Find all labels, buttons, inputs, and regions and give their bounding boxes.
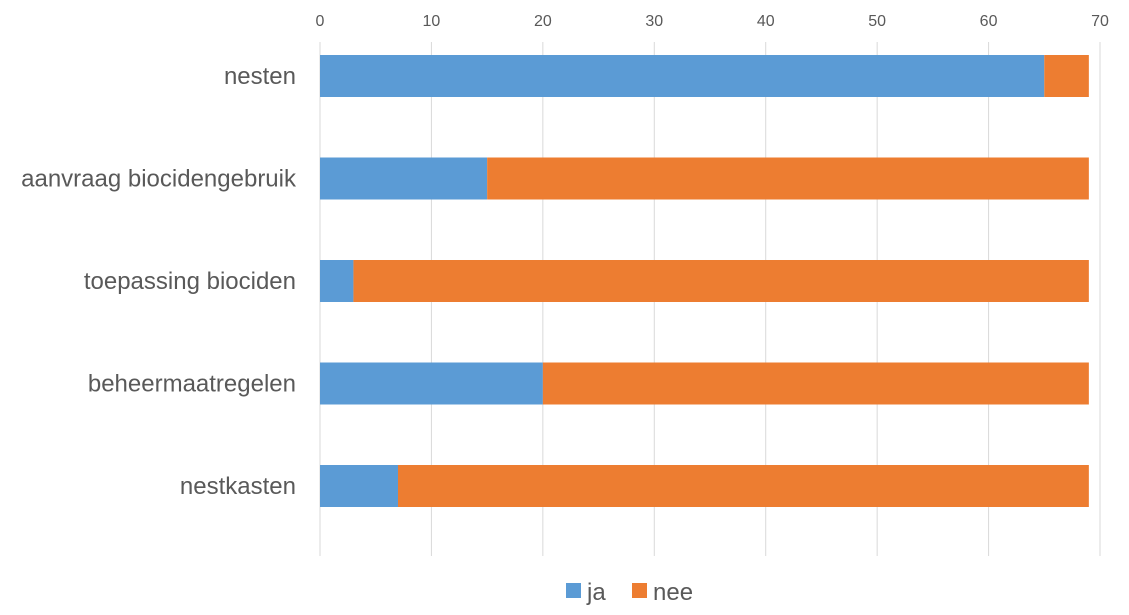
bar-nee-0 <box>1044 55 1089 97</box>
category-label: aanvraag biocidengebruik <box>21 166 297 193</box>
bar-nee-3 <box>542 362 1089 405</box>
category-label: beheermaatregelen <box>88 371 296 398</box>
x-tick-label: 20 <box>534 13 552 30</box>
bar-ja-3 <box>320 362 543 405</box>
category-label: toepassing biociden <box>84 268 296 295</box>
x-tick-label: 10 <box>423 13 441 30</box>
x-axis-ticks: 0 10 20 30 40 50 60 70 <box>316 13 1109 30</box>
bars <box>320 55 1089 507</box>
category-label: nesten <box>224 63 296 90</box>
x-tick-label: 50 <box>868 13 886 30</box>
x-tick-label: 0 <box>316 13 325 30</box>
bar-nee-2 <box>353 260 1089 302</box>
category-labels: nesten aanvraag biocidengebruik toepassing… <box>21 63 297 500</box>
legend-label: nee <box>653 579 693 606</box>
legend: ja nee <box>566 579 693 606</box>
bar-ja-0 <box>320 55 1045 97</box>
x-tick-label: 40 <box>757 13 775 30</box>
bar-ja-1 <box>320 157 488 200</box>
x-tick-label: 60 <box>980 13 998 30</box>
legend-swatch-nee <box>632 583 647 598</box>
bar-nee-4 <box>398 465 1089 507</box>
bar-nee-1 <box>487 157 1089 200</box>
category-label: nestkasten <box>180 473 296 500</box>
legend-label: ja <box>586 579 606 606</box>
bar-ja-4 <box>320 465 398 507</box>
legend-swatch-ja <box>566 583 581 598</box>
bar-ja-2 <box>320 260 354 302</box>
x-tick-label: 30 <box>645 13 663 30</box>
x-tick-label: 70 <box>1091 13 1109 30</box>
